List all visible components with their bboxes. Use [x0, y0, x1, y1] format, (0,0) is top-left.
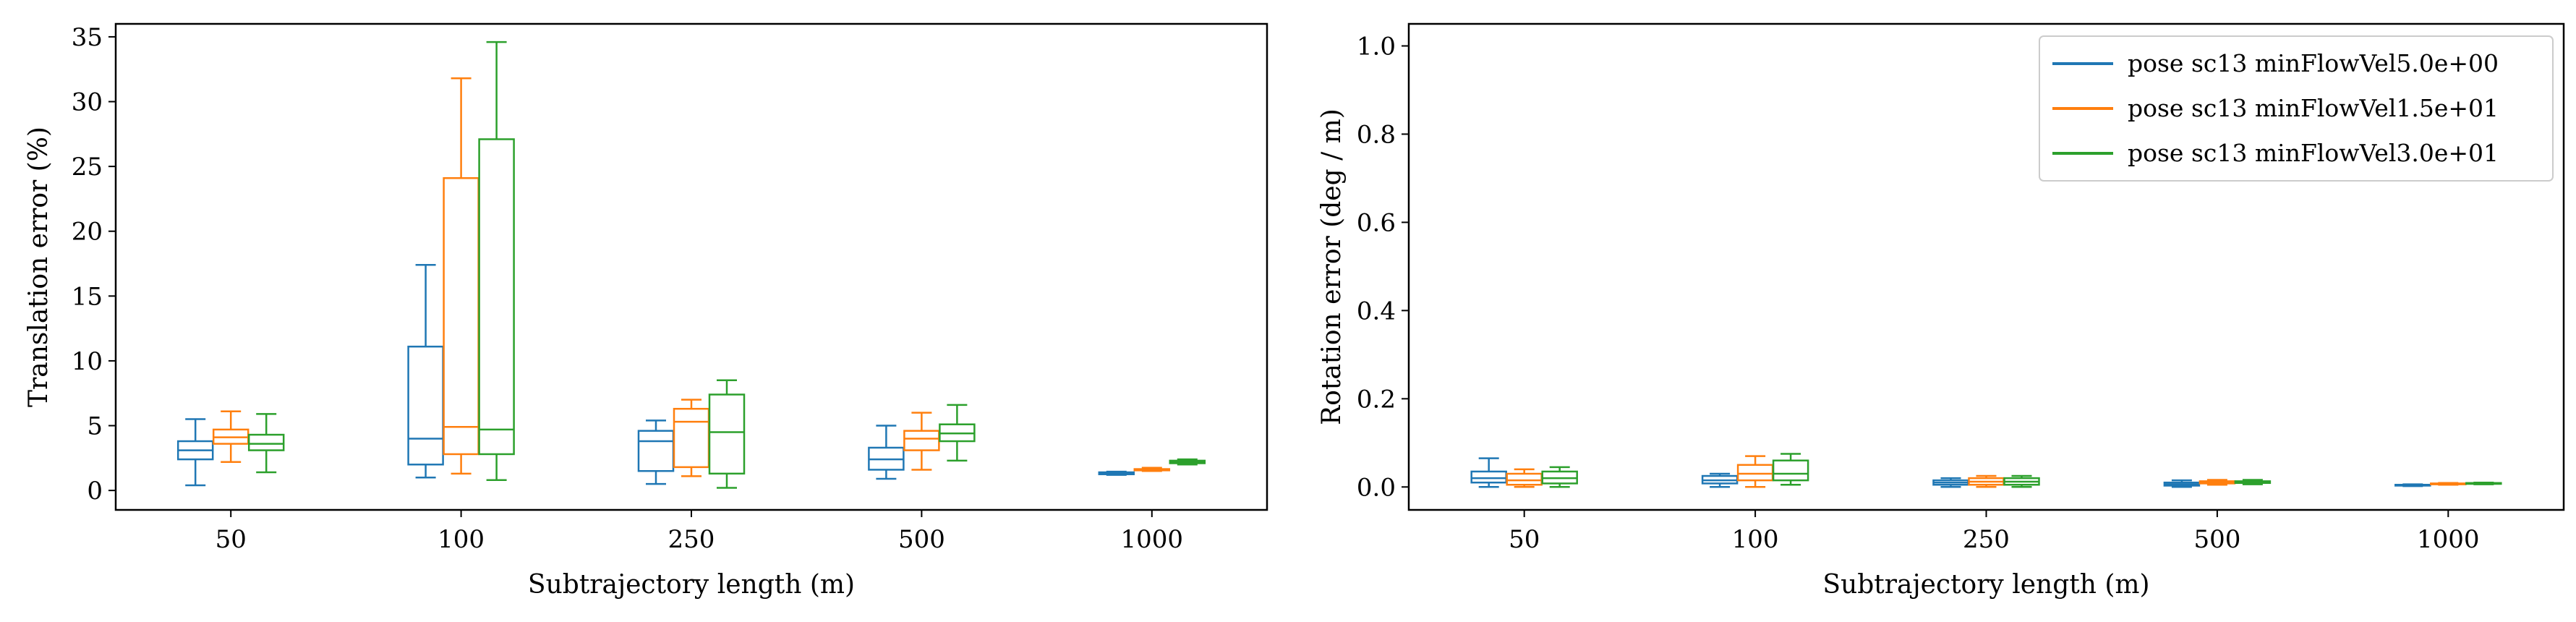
x-tick-label: 500 [898, 525, 945, 554]
legend-label: pose sc13 minFlowVel5.0e+00 [2128, 49, 2499, 77]
box-100 [478, 41, 515, 482]
box-500 [939, 404, 976, 462]
box-50 [1506, 468, 1543, 488]
box-250 [637, 419, 675, 485]
legend-box [2039, 35, 2554, 182]
box-100 [407, 264, 444, 479]
box-500 [2163, 479, 2201, 488]
iqr-box [407, 345, 444, 466]
x-axis-label: Subtrajectory length (m) [528, 570, 855, 600]
y-tick-label: 0.2 [1357, 385, 1396, 414]
series-3 [247, 41, 1206, 489]
box-250 [708, 379, 746, 489]
iqr-box [1506, 472, 1543, 486]
box-1000 [1098, 470, 1135, 476]
box-500 [2234, 479, 2272, 485]
x-tick-label: 100 [438, 525, 485, 554]
box-250 [1932, 477, 1969, 488]
y-tick-label: 20 [72, 218, 103, 247]
series-1 [1470, 457, 2431, 488]
box-500 [868, 425, 905, 480]
iqr-box [1736, 464, 1774, 482]
y-tick-label: 0.6 [1357, 208, 1396, 237]
y-tick-label: 35 [72, 23, 103, 52]
legend-label: pose sc13 minFlowVel3.0e+01 [2128, 139, 2499, 167]
series-1 [176, 264, 1135, 487]
y-tick-label: 0.0 [1357, 473, 1396, 502]
y-tick-label: 15 [72, 282, 103, 311]
box-100 [443, 77, 479, 475]
box-500 [2198, 479, 2236, 486]
rotation-error-panel: 0.0 0.2 0.4 0.6 0.8 1.0 50 100 250 500 1000 Subtraj… [1317, 22, 2565, 600]
box-100 [1701, 472, 1739, 488]
box-100 [1736, 455, 1774, 488]
box-1000 [2465, 481, 2502, 485]
box-1000 [1169, 458, 1206, 466]
iqr-box [903, 430, 940, 451]
box-50 [247, 413, 285, 474]
x-tick-label: 500 [2193, 525, 2240, 554]
x-tick-label: 50 [216, 525, 247, 554]
iqr-box [478, 138, 515, 456]
x-tick-label: 50 [1509, 525, 1540, 554]
box-50 [1541, 466, 1578, 488]
x-tick-label: 250 [668, 525, 715, 554]
x-tick-label: 100 [1732, 525, 1779, 554]
legend-entry-3: pose sc13 minFlowVel3.0e+01 [2052, 139, 2499, 167]
box-250 [2003, 474, 2040, 488]
box-500 [903, 412, 940, 471]
box-50 [212, 410, 250, 463]
x-axis-label: Subtrajectory length (m) [1822, 570, 2149, 600]
box-100 [1772, 453, 1809, 486]
iqr-box [673, 407, 710, 469]
x-tick-label: 250 [1963, 525, 2010, 554]
box-250 [1968, 474, 2005, 488]
x-tick-label: 1000 [2417, 525, 2480, 554]
series-2 [212, 77, 1171, 477]
y-tick-label: 0.4 [1357, 297, 1396, 325]
y-tick-label: 10 [72, 347, 103, 376]
y-tick-label: 1.0 [1357, 32, 1396, 61]
box-1000 [2430, 482, 2467, 486]
y-tick-label: 25 [72, 153, 103, 182]
box-1000 [1133, 466, 1171, 472]
series-3 [1541, 453, 2502, 488]
y-axis-label: Translation error (%) [24, 127, 54, 407]
iqr-box [443, 176, 479, 456]
legend-entry-2: pose sc13 minFlowVel1.5e+01 [2052, 94, 2499, 122]
iqr-box [247, 433, 285, 451]
box-1000 [2394, 483, 2431, 487]
y-axis-label: Rotation error (deg / m) [1317, 108, 1347, 425]
x-tick-label: 1000 [1121, 525, 1184, 554]
y-tick-label: 5 [87, 412, 103, 441]
box-250 [673, 399, 710, 477]
y-tick-label: 0 [87, 477, 103, 506]
box-50 [1470, 457, 1507, 488]
iqr-box [1772, 459, 1809, 482]
series-2 [1506, 455, 2467, 488]
legend-label: pose sc13 minFlowVel1.5e+01 [2128, 94, 2499, 122]
translation-error-panel: 0 5 10 15 20 25 30 35 50 100 250 500 1000 Subtrajecto… [24, 22, 1268, 600]
plot-frame [114, 22, 1268, 511]
legend: pose sc13 minFlowVel5.0e+00 pose sc13 min… [2039, 35, 2554, 182]
iqr-box [708, 393, 746, 475]
y-tick-label: 30 [72, 88, 103, 117]
legend-entry-1: pose sc13 minFlowVel5.0e+00 [2052, 49, 2499, 77]
box-50 [176, 418, 214, 487]
iqr-box [637, 430, 675, 472]
iqr-box [1470, 470, 1507, 484]
y-tick-label: 0.8 [1357, 120, 1396, 149]
